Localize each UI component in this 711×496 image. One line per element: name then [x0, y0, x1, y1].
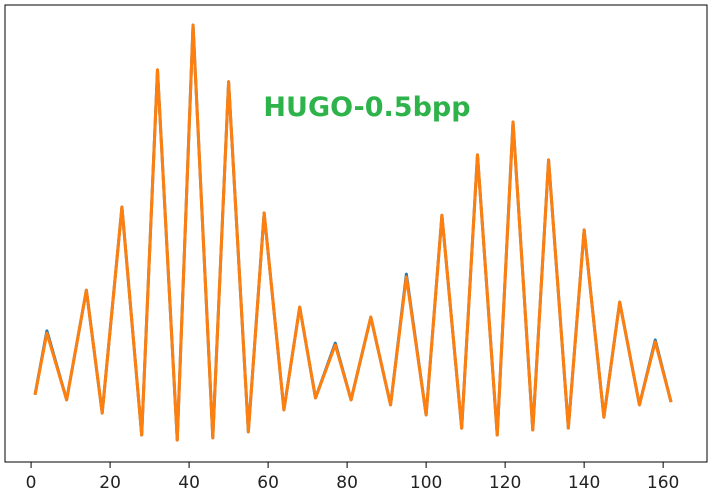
- annotation: HUGO-0.5bpp: [263, 92, 470, 123]
- plot-frame: [4, 4, 708, 463]
- x-tick-label: 40: [178, 473, 200, 493]
- series-line: [33, 23, 673, 442]
- series-line: [33, 23, 673, 442]
- x-tick-label: 80: [336, 473, 358, 493]
- x-tick-label: 20: [99, 473, 121, 493]
- x-tick-label: 160: [647, 473, 679, 493]
- x-tick-label: 140: [568, 473, 600, 493]
- x-tick-label: 100: [410, 473, 442, 493]
- x-tick-label: 120: [489, 473, 521, 493]
- x-tick-label: 60: [257, 473, 279, 493]
- x-tick-label: 0: [26, 473, 37, 493]
